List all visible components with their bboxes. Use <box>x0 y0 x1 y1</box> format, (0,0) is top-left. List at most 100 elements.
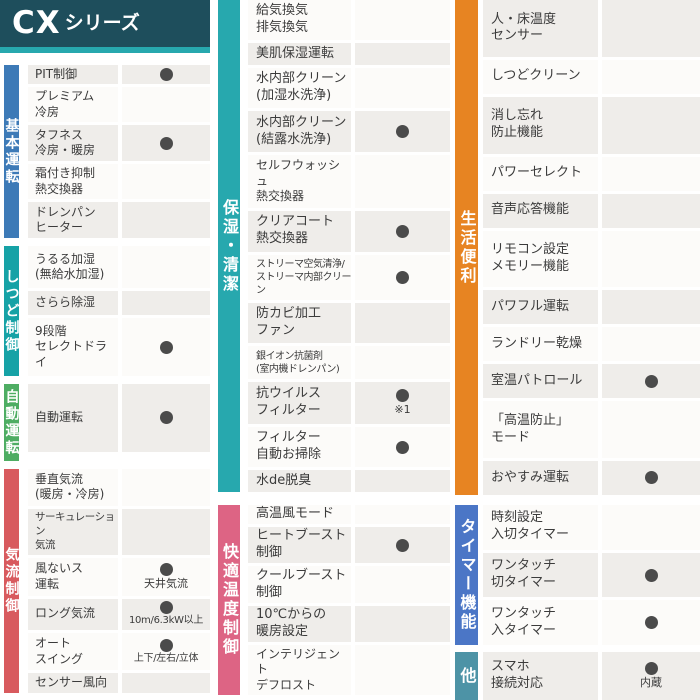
feature-name-cell: 銀イオン抗菌剤 (室内機ドレンパン) <box>248 346 351 380</box>
presence-dot-icon <box>396 125 409 139</box>
feature-name-cell: ドレンパン ヒーター <box>28 202 118 238</box>
feature-value-cell <box>355 605 450 643</box>
feature-name-cell: さらら除湿 <box>28 291 118 316</box>
feature-value-cell <box>122 246 210 289</box>
feature-name-cell: スマホ 接続対応 <box>483 652 598 700</box>
feature-value-cell: 天井気流 <box>122 557 210 596</box>
feature-row: 9段階 セレクトドライ <box>28 318 210 376</box>
feature-value-cell <box>122 86 210 123</box>
feature-row: セルフウォッシュ 熱交換器 <box>248 154 450 209</box>
left-sections: 基本運転 PIT制御 プレミアム 冷房 タフネス 冷房・暖房 霜付き抑制 熱交換器 ドレン… <box>0 65 210 693</box>
presence-dot-icon <box>159 340 173 354</box>
feature-value-cell <box>355 43 450 66</box>
rows-airflow: 垂直気流 (暖房・冷房) サーキュレーション 気流 風ないス 運転 天井気流 ロング気流… <box>28 469 210 693</box>
feature-name-cell: 10℃からの 暖房設定 <box>248 605 351 643</box>
feature-row: 防カビ加工 ファン <box>248 303 450 344</box>
feature-value-cell <box>355 154 450 209</box>
feature-name-cell: 水内部クリーン (加湿水洗浄) <box>248 68 351 109</box>
feature-name-cell: 消し忘れ 防止機能 <box>483 96 598 154</box>
presence-dot-icon <box>644 374 658 388</box>
feature-name-cell: クールブースト 制御 <box>248 566 351 603</box>
feature-value-cell <box>602 461 700 495</box>
rows-humidity: うるる加湿 (無給水加湿) さらら除湿 9段階 セレクトドライ <box>28 246 210 376</box>
presence-dot-icon <box>644 616 658 630</box>
category-label-humidity: しつど制御 <box>3 268 20 354</box>
category-label-timer: タイマー機能 <box>457 518 477 632</box>
feature-value-cell <box>602 193 700 228</box>
feature-row: ワンタッチ 入タイマー <box>483 600 700 646</box>
category-bar-other: 他 <box>455 652 478 700</box>
feature-name-cell: ロング気流 <box>28 598 118 630</box>
category-label-basic: 基本運転 <box>3 117 20 186</box>
feature-value-cell <box>602 96 700 154</box>
middle-sections: 保湿・清潔 給気換気 排気換気 美肌保湿運転 水内部クリーン (加湿水洗浄) 水内部クリ… <box>215 0 450 700</box>
feature-name-cell: ワンタッチ 入タイマー <box>483 600 598 646</box>
feature-value-cell: 内蔵 <box>602 652 700 700</box>
feature-row: インテリジェント デフロスト <box>248 645 450 695</box>
feature-value-cell <box>602 156 700 191</box>
rows-convenient: 人・床温度 センサー しつどクリーン 消し忘れ 防止機能 パワーセレクト 音声応答機能リ… <box>483 0 700 495</box>
rows-auto: 自動運転 <box>28 384 210 461</box>
feature-name-cell: パワフル運転 <box>483 290 598 325</box>
series-suffix: シリーズ <box>64 12 140 34</box>
feature-row: パワフル運転 <box>483 290 700 325</box>
presence-dot-icon <box>396 389 409 403</box>
feature-value-cell <box>122 125 210 161</box>
section-auto: 自動運転 自動運転 <box>0 384 210 461</box>
section-humidity: しつど制御 うるる加湿 (無給水加湿) さらら除湿 9段階 セレクトドライ <box>0 246 210 376</box>
feature-row: ヒートブースト 制御 <box>248 526 450 564</box>
feature-row: ランドリー乾燥 <box>483 327 700 362</box>
presence-dot-icon <box>396 538 409 552</box>
feature-value-cell <box>122 163 210 200</box>
feature-name-cell: ストリーマ空気清浄/ ストリーマ内部クリーン <box>248 254 351 301</box>
feature-name-cell: 音声応答機能 <box>483 193 598 228</box>
feature-name-cell: セルフウォッシュ 熱交換器 <box>248 154 351 209</box>
feature-row: ロング気流 10m/6.3kW以上 <box>28 598 210 630</box>
section-comfort: 快適温度制御 高温風モード ヒートブースト 制御 クールブースト 制御 10℃からの 暖… <box>215 505 450 695</box>
feature-value-cell <box>355 566 450 603</box>
feature-row: ワンタッチ 切タイマー <box>483 552 700 598</box>
feature-row: 人・床温度 センサー <box>483 0 700 57</box>
presence-dot-icon <box>644 568 658 582</box>
feature-value-cell <box>602 59 700 94</box>
feature-name-cell: 「高温防止」 モード <box>483 401 598 458</box>
feature-name-cell: プレミアム 冷房 <box>28 86 118 123</box>
feature-name-cell: 水内部クリーン (結露水洗浄) <box>248 111 351 152</box>
series-name: CX <box>12 5 61 41</box>
feature-row: 10℃からの 暖房設定 <box>248 605 450 643</box>
feature-row: オート スイング 上下/左右/立体 <box>28 632 210 671</box>
feature-value-cell <box>122 202 210 238</box>
feature-note: 内蔵 <box>640 676 662 690</box>
feature-name-cell: しつどクリーン <box>483 59 598 94</box>
feature-row: 美肌保湿運転 <box>248 43 450 66</box>
feature-note: 上下/左右/立体 <box>133 652 199 664</box>
category-label-auto: 自動運転 <box>3 388 20 457</box>
feature-name-cell: 抗ウイルス フィルター <box>248 382 351 424</box>
feature-name-cell: クリアコート 熱交換器 <box>248 211 351 252</box>
feature-row: しつどクリーン <box>483 59 700 94</box>
feature-name-cell: 給気換気 排気換気 <box>248 0 351 41</box>
section-airflow: 気流制御 垂直気流 (暖房・冷房) サーキュレーション 気流 風ないス 運転 天井気流ロ… <box>0 469 210 693</box>
presence-dot-icon <box>396 224 409 238</box>
feature-name-cell: 霜付き抑制 熱交換器 <box>28 163 118 200</box>
feature-value-cell <box>355 526 450 564</box>
feature-name-cell: 室温パトロール <box>483 364 598 399</box>
category-bar-airflow: 気流制御 <box>4 469 20 693</box>
feature-value-cell <box>355 346 450 380</box>
feature-value-cell <box>122 384 210 452</box>
feature-value-cell <box>602 552 700 598</box>
panel-middle: 保湿・清潔 給気換気 排気換気 美肌保湿運転 水内部クリーン (加湿水洗浄) 水内部クリ… <box>215 0 450 700</box>
feature-value-cell <box>602 0 700 57</box>
feature-row: ドレンパン ヒーター <box>28 202 210 238</box>
feature-row: おやすみ運転 <box>483 461 700 495</box>
feature-name-cell: 風ないス 運転 <box>28 557 118 596</box>
feature-value-cell <box>602 600 700 646</box>
feature-name-cell: 美肌保湿運転 <box>248 43 351 66</box>
feature-row: 水内部クリーン (加湿水洗浄) <box>248 68 450 109</box>
feature-row: 垂直気流 (暖房・冷房) <box>28 469 210 506</box>
feature-note: 10m/6.3kW以上 <box>128 615 204 627</box>
feature-name-cell: パワーセレクト <box>483 156 598 191</box>
feature-value-cell <box>355 505 450 524</box>
feature-value-cell <box>602 364 700 399</box>
presence-dot-icon <box>644 662 658 676</box>
